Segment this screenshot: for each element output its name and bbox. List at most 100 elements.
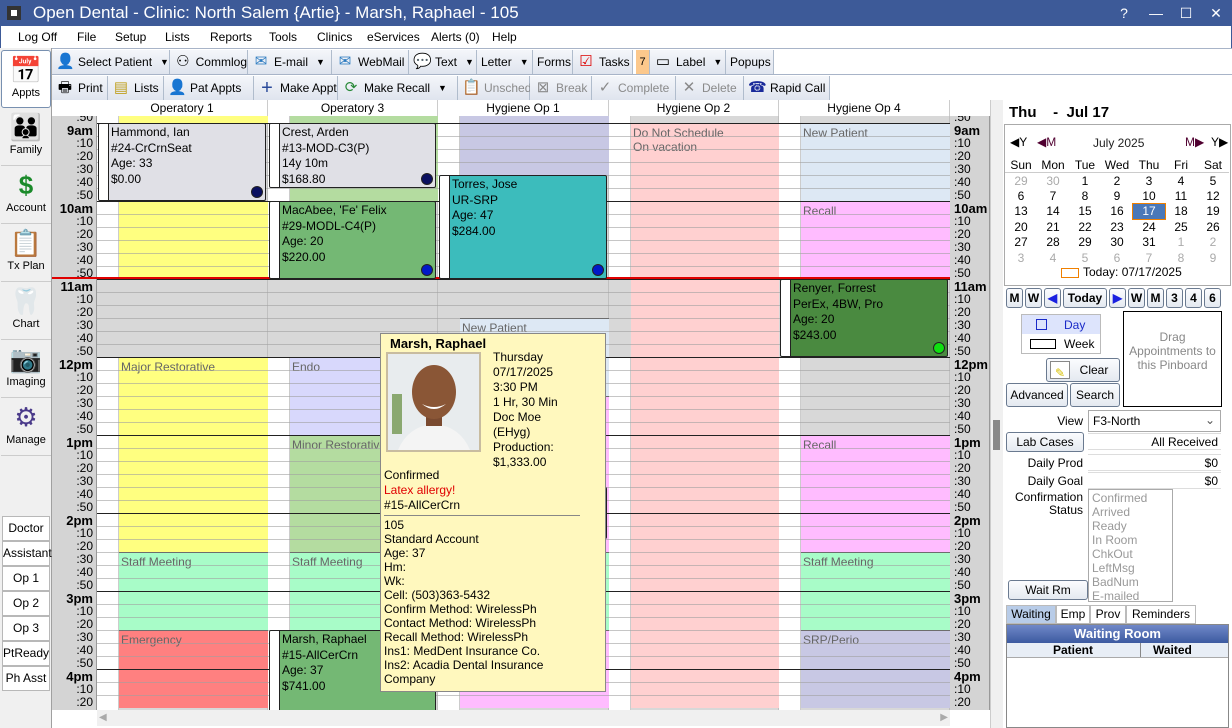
pat-appts-button[interactable]: 👤 Pat Appts [164, 76, 254, 100]
view-week-option[interactable]: Week [1022, 334, 1100, 353]
calendar-day[interactable]: 8 [1081, 188, 1089, 203]
calendar-day[interactable]: 3 [1145, 173, 1153, 188]
forms-button[interactable]: Forms [533, 50, 573, 74]
calendar-day[interactable]: 17 [1132, 202, 1166, 220]
make-recall-button[interactable]: ⟳ Make Recall ▼ [338, 76, 458, 100]
next-year-button[interactable]: Y▶ [1211, 135, 1229, 149]
calendar-day[interactable]: 29 [1014, 173, 1028, 188]
confirmation-option[interactable]: Confirmed [1092, 491, 1148, 505]
prev-year-button[interactable]: ◀Y [1010, 135, 1028, 149]
confirmation-status-list[interactable]: Confirmed Arrived Ready In Room ChkOut LeftMs… [1088, 489, 1173, 602]
pinboard[interactable]: Drag Appointments to this Pinboard [1123, 311, 1222, 407]
confirmation-option[interactable]: Arrived [1092, 505, 1131, 519]
next-month-button[interactable]: M▶ [1185, 135, 1205, 149]
complete-button[interactable]: ✓ Complete [592, 76, 676, 100]
calendar-day[interactable]: 20 [1014, 219, 1028, 234]
menu-clinics[interactable]: Clinics [317, 30, 353, 44]
scroll-thumb[interactable] [993, 420, 1000, 450]
today-button[interactable]: Today [1063, 288, 1107, 308]
calendar-day[interactable]: 30 [1110, 235, 1124, 250]
staff-doctor-button[interactable]: Doctor [2, 516, 50, 541]
calendar-day[interactable]: 14 [1046, 204, 1060, 219]
column-patient[interactable]: Patient [1053, 643, 1094, 657]
six-day-button[interactable]: 6 [1204, 288, 1221, 308]
month-forward-button[interactable]: M [1147, 288, 1164, 308]
calendar-day[interactable]: 8 [1177, 250, 1185, 265]
calendar-day[interactable]: 28 [1046, 235, 1060, 250]
calendar-day[interactable]: 27 [1014, 235, 1028, 250]
confirmation-option[interactable]: BadNum [1092, 575, 1139, 589]
calendar-day[interactable]: 4 [1177, 173, 1185, 188]
staff-op1-button[interactable]: Op 1 [2, 566, 50, 591]
calendar-day[interactable]: 18 [1174, 204, 1188, 219]
confirmation-option[interactable]: In Room [1092, 533, 1138, 547]
maximize-button[interactable]: ☐ [1179, 5, 1193, 21]
day-forward-button[interactable]: ▶ [1109, 288, 1126, 308]
menu-alerts[interactable]: Alerts (0) [431, 30, 480, 44]
staff-ph-asst-button[interactable]: Ph Asst [2, 666, 50, 691]
staff-ptready-button[interactable]: PtReady [2, 641, 50, 666]
lab-cases-button[interactable]: Lab Cases [1006, 432, 1084, 452]
calendar-day[interactable]: 2 [1209, 235, 1217, 250]
module-family[interactable]: 👪 Family [1, 108, 51, 166]
tab-emp[interactable]: Emp [1056, 605, 1090, 624]
menu-help[interactable]: Help [492, 30, 517, 44]
calendar-day[interactable]: 5 [1209, 173, 1217, 188]
appointment[interactable]: Hammond, Ian #24-CrCrnSeat Age: 33 $0.00 [98, 123, 266, 201]
letter-button[interactable]: Letter ▼ [477, 50, 533, 74]
menu-log-off[interactable]: Log Off [18, 30, 58, 44]
advanced-button[interactable]: Advanced [1006, 383, 1068, 407]
search-button[interactable]: Search [1070, 383, 1120, 407]
delete-button[interactable]: ✕ Delete [676, 76, 744, 100]
unsched-button[interactable]: 📋 Unsched [458, 76, 531, 100]
header-operatory-1[interactable]: Operatory 1 [97, 100, 268, 116]
select-patient-button[interactable]: 👤 Select Patient ▼ [52, 50, 170, 74]
help-button[interactable]: ? [1120, 5, 1128, 21]
module-chart[interactable]: 🦷 Chart [1, 282, 51, 340]
menu-tools[interactable]: Tools [269, 30, 298, 44]
wait-rm-button[interactable]: Wait Rm [1008, 580, 1088, 600]
blockout[interactable]: Do Not Schedule On vacation [631, 123, 779, 708]
view-day-option[interactable]: Day [1022, 315, 1100, 334]
calendar-day[interactable]: 6 [1113, 250, 1121, 265]
appointment[interactable]: Torres, Jose UR-SRP Age: 47 $284.00 [439, 175, 607, 279]
calendar-day[interactable]: 5 [1081, 250, 1089, 265]
confirmation-option[interactable]: LeftMsg [1092, 561, 1135, 575]
break-button[interactable]: ⊠ Break [530, 76, 592, 100]
tab-waiting[interactable]: Waiting [1006, 605, 1056, 624]
popups-button[interactable]: Popups [726, 50, 774, 74]
prev-month-button[interactable]: ◀M [1037, 135, 1057, 149]
calendar-day[interactable]: 19 [1206, 204, 1220, 219]
appointment[interactable]: Renyer, Forrest PerEx, 4BW, Pro Age: 20 $24… [780, 279, 948, 357]
calendar-day[interactable]: 11 [1174, 188, 1188, 203]
commlog-button[interactable]: ⚇ Commlog [170, 50, 248, 74]
three-day-button[interactable]: 3 [1166, 288, 1183, 308]
calendar-day[interactable]: 9 [1113, 188, 1121, 203]
month-back-button[interactable]: M [1006, 288, 1023, 308]
menu-file[interactable]: File [77, 30, 97, 44]
calendar-day[interactable]: 31 [1142, 235, 1156, 250]
calendar-day[interactable]: 12 [1206, 188, 1220, 203]
task-count-badge[interactable]: 7 [636, 50, 650, 74]
blockout[interactable] [119, 116, 268, 123]
label-button[interactable]: ▭ Label ▼ [650, 50, 726, 74]
tab-prov[interactable]: Prov [1090, 605, 1126, 624]
calendar-day[interactable]: 29 [1078, 235, 1092, 250]
rapid-call-button[interactable]: ☎ Rapid Call [744, 76, 830, 100]
calendar-days[interactable]: Sun Mon Tue Wed Thu Fri Sat 29 30 1 2 3 4 5 6 7 8 9 10 11 12… [1005, 157, 1229, 266]
appointment[interactable]: MacAbee, 'Fe' Felix #29-MODL-C4(P) Age: 20… [269, 201, 436, 279]
calendar-day[interactable]: 13 [1014, 204, 1028, 219]
print-button[interactable]: 🖶 Print [52, 76, 108, 100]
vertical-scrollbar[interactable] [990, 100, 1003, 728]
tasks-button[interactable]: ☑ Tasks [573, 50, 633, 74]
make-appt-button[interactable]: + Make Appt [254, 76, 338, 100]
menu-lists[interactable]: Lists [165, 30, 190, 44]
minimize-button[interactable]: — [1149, 5, 1163, 21]
confirmation-option[interactable]: E-mailed [1092, 589, 1140, 602]
calendar-day[interactable]: 1 [1081, 173, 1089, 188]
lists-button[interactable]: ▤ Lists [108, 76, 164, 100]
calendar-day[interactable]: 9 [1209, 250, 1217, 265]
calendar-day[interactable]: 3 [1017, 250, 1025, 265]
four-day-button[interactable]: 4 [1185, 288, 1202, 308]
menu-eservices[interactable]: eServices [367, 30, 420, 44]
